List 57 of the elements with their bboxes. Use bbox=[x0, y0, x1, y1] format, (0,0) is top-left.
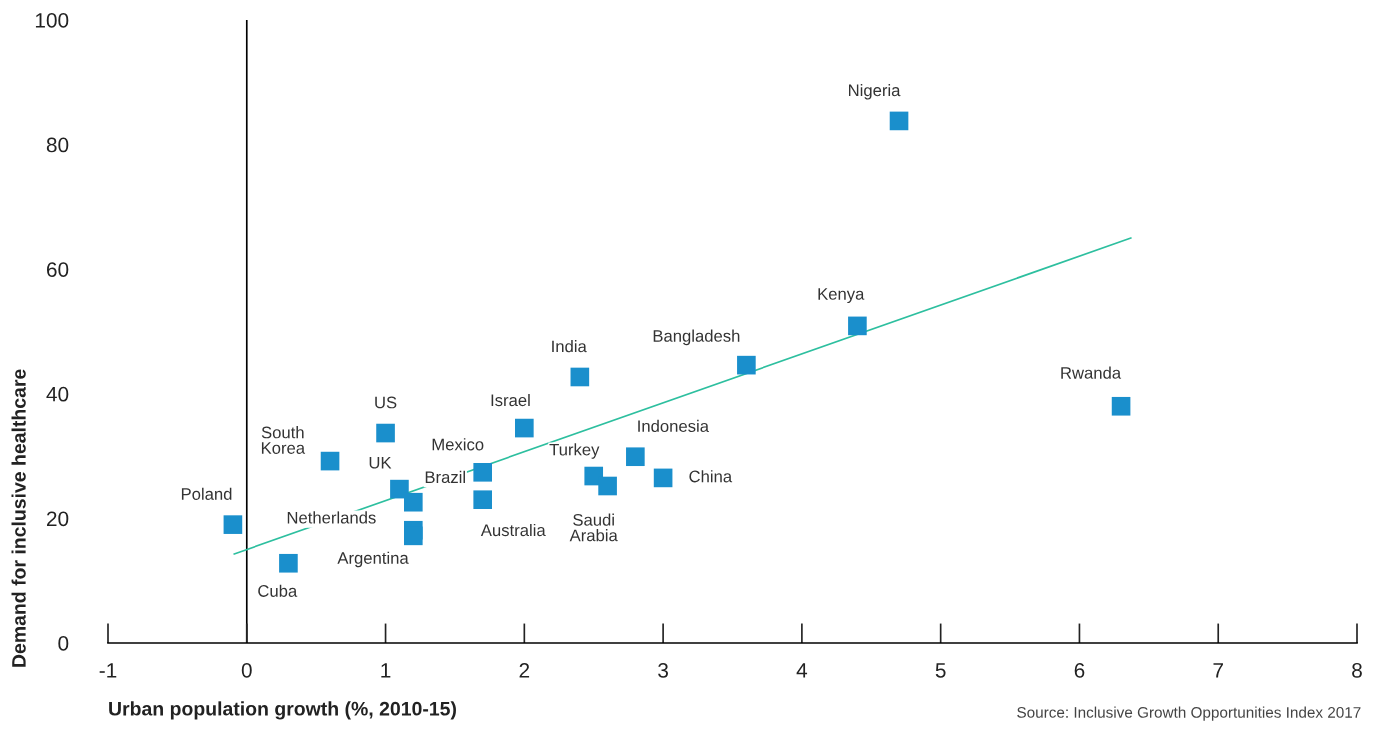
x-tick-label: 2 bbox=[519, 662, 530, 678]
x-tick-label: 1 bbox=[381, 663, 391, 678]
point bbox=[848, 316, 867, 336]
data-label: Mexico bbox=[432, 438, 484, 451]
x-tick-label: 8 bbox=[1352, 662, 1362, 678]
point bbox=[403, 492, 423, 512]
data-label: Poland bbox=[181, 487, 232, 500]
data-label: South Korea bbox=[261, 426, 306, 454]
y-tick-label: 0 bbox=[58, 636, 69, 651]
point bbox=[570, 367, 590, 387]
point bbox=[403, 526, 423, 546]
point bbox=[279, 553, 298, 573]
y-tick-label: 80 bbox=[46, 137, 69, 153]
point bbox=[515, 418, 534, 438]
point bbox=[320, 451, 340, 471]
y-tick-label: 60 bbox=[47, 262, 69, 277]
data-label: Saudi Arabia bbox=[569, 513, 618, 542]
data-label: Kenya bbox=[818, 288, 865, 304]
source-note: Source: Inclusive Growth Opportunities Index 2017 bbox=[1017, 706, 1361, 721]
x-tick-label: 6 bbox=[1074, 662, 1085, 678]
y-axis-title: Demand for inclusive healthcare bbox=[11, 369, 26, 667]
point bbox=[1111, 396, 1131, 416]
data-label: Netherlands bbox=[287, 511, 376, 524]
point bbox=[653, 468, 673, 488]
data-label: Rwanda bbox=[1061, 366, 1122, 379]
data-label: US bbox=[375, 396, 397, 409]
data-label: Nigeria bbox=[849, 83, 901, 100]
x-tick-label: 4 bbox=[796, 663, 808, 678]
data-label: Australia bbox=[480, 523, 546, 537]
data-label: India bbox=[552, 340, 587, 353]
y-tick-label: 20 bbox=[46, 511, 69, 527]
data-label: Turkey bbox=[549, 443, 600, 459]
y-tick-label: 40 bbox=[46, 386, 69, 402]
data-label: Argentina bbox=[337, 551, 409, 568]
data-label: China bbox=[689, 470, 733, 483]
x-tick-label: 0 bbox=[241, 662, 252, 678]
data-label: Bangladesh bbox=[653, 329, 740, 346]
point bbox=[473, 490, 493, 510]
point bbox=[223, 515, 243, 534]
point bbox=[626, 447, 645, 467]
point bbox=[889, 111, 909, 131]
data-label: Indonesia bbox=[638, 419, 709, 433]
data-label: Brazil bbox=[425, 470, 465, 484]
x-tick-label: -1 bbox=[99, 663, 117, 678]
point bbox=[473, 462, 493, 482]
x-axis-title: Urban population growth (%, 2010-15) bbox=[109, 701, 456, 720]
x-tick-label: 7 bbox=[1213, 663, 1223, 678]
data-label: Israel bbox=[491, 393, 530, 407]
point bbox=[376, 423, 395, 443]
point bbox=[390, 479, 409, 499]
point bbox=[598, 476, 617, 496]
data-label: Cuba bbox=[258, 584, 298, 597]
y-tick-label: 100 bbox=[35, 13, 69, 28]
point bbox=[737, 355, 756, 375]
data-label: UK bbox=[369, 456, 392, 469]
x-tick-label: 3 bbox=[658, 662, 668, 678]
x-tick-label: 5 bbox=[935, 663, 946, 678]
